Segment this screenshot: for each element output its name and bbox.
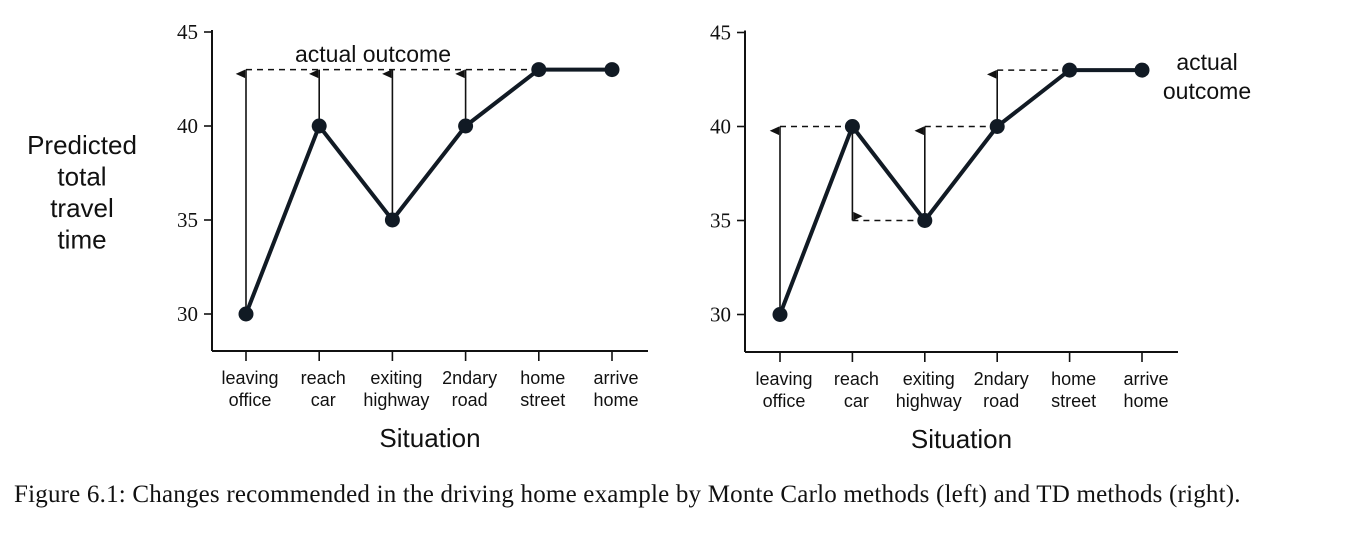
x-tick-label: home — [1051, 369, 1096, 389]
prediction-point — [1062, 62, 1078, 78]
y-axis-title-line: total — [57, 162, 106, 192]
prediction-point — [238, 306, 254, 322]
x-tick-label: home — [1123, 391, 1168, 411]
prediction-point — [1134, 62, 1150, 78]
x-tick-label: road — [452, 390, 488, 410]
y-tick-label: 40 — [710, 115, 731, 139]
y-axis-title-line: travel — [50, 193, 114, 223]
x-tick-label: office — [229, 390, 272, 410]
x-axis-title: Situation — [379, 423, 480, 453]
x-tick-label: home — [520, 368, 565, 388]
x-tick-label: office — [763, 391, 806, 411]
x-tick-label: arrive — [1123, 369, 1168, 389]
prediction-point — [772, 307, 788, 322]
x-tick-label: 2ndary — [442, 368, 497, 388]
prediction-point — [311, 118, 327, 134]
y-tick-label: 30 — [177, 302, 198, 326]
x-tick-label: road — [983, 391, 1019, 411]
x-tick-label: street — [520, 390, 565, 410]
x-tick-label: 2ndary — [974, 369, 1029, 389]
actual-outcome-label: outcome — [1163, 78, 1251, 104]
prediction-point — [917, 213, 933, 228]
x-tick-label: exiting — [370, 368, 422, 388]
prediction-point — [604, 62, 620, 78]
x-tick-label: leaving — [755, 369, 812, 389]
prediction-point — [384, 212, 400, 228]
x-tick-label: highway — [363, 390, 429, 410]
x-tick-label: arrive — [593, 368, 638, 388]
y-tick-label: 30 — [710, 303, 731, 327]
y-tick-label: 35 — [177, 208, 198, 232]
prediction-point — [458, 118, 474, 134]
prediction-point — [989, 119, 1005, 134]
prediction-line — [778, 68, 1142, 316]
x-tick-label: home — [593, 390, 638, 410]
x-tick-label: exiting — [903, 369, 955, 389]
figure-canvas: 30354045leavingofficereachcarexitinghigh… — [27, 20, 1251, 455]
x-tick-label: highway — [896, 391, 962, 411]
x-tick-label: car — [311, 390, 336, 410]
y-tick-label: 40 — [177, 114, 198, 138]
x-tick-label: street — [1051, 391, 1096, 411]
x-tick-label: car — [844, 391, 869, 411]
y-axis-title-line: Predicted — [27, 130, 137, 160]
y-axis-title-line: time — [57, 225, 106, 255]
prediction-line — [244, 67, 612, 315]
figure-caption: Figure 6.1: Changes recommended in the d… — [14, 481, 1241, 508]
x-tick-label: leaving — [221, 368, 278, 388]
y-tick-label: 45 — [177, 20, 198, 44]
prediction-point — [844, 119, 860, 134]
actual-outcome-label: actual — [1176, 49, 1237, 75]
prediction-point — [531, 62, 547, 78]
y-tick-label: 45 — [710, 21, 731, 45]
x-axis-title: Situation — [911, 424, 1012, 454]
x-tick-label: reach — [834, 369, 879, 389]
x-tick-label: reach — [301, 368, 346, 388]
actual-outcome-label: actual outcome — [295, 41, 451, 67]
y-tick-label: 35 — [710, 209, 731, 233]
